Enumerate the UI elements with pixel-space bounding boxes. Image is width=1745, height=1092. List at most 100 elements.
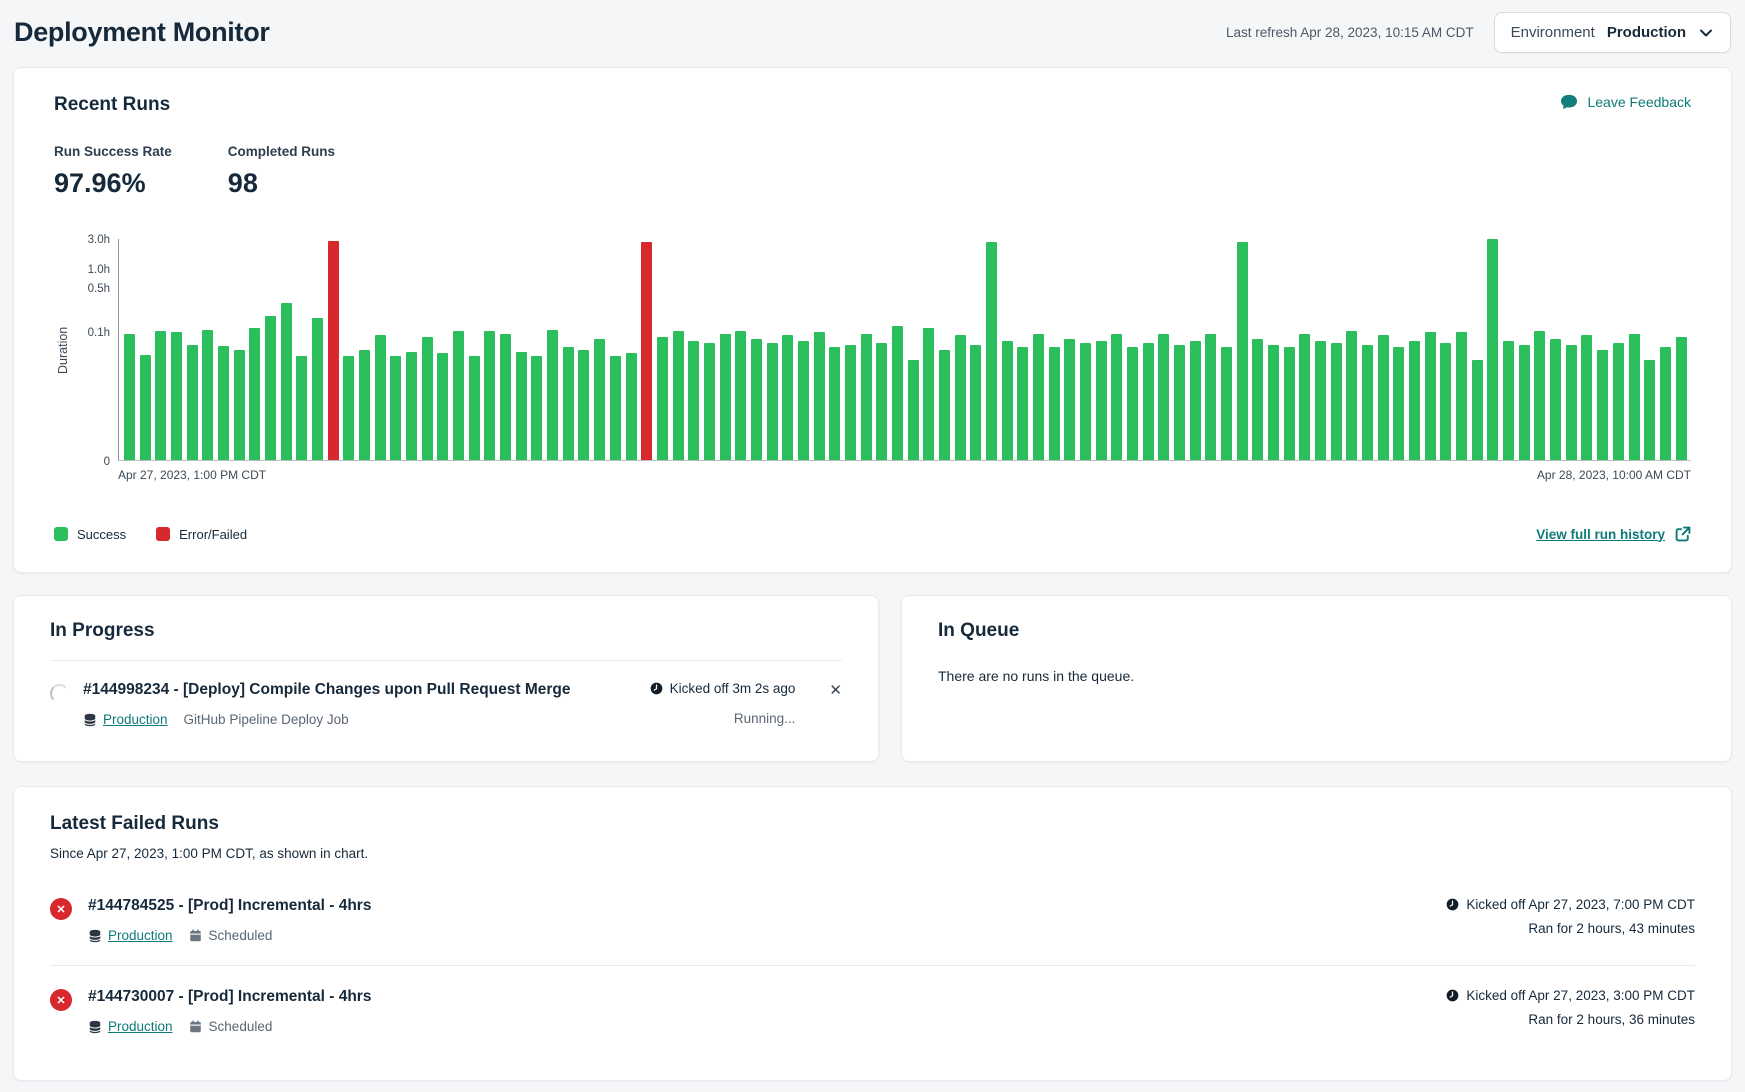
chart-bar-success[interactable] [1644,359,1656,460]
chart-bar-success[interactable] [1221,347,1233,460]
chart-bar-success[interactable] [954,335,966,460]
chart-bar-success[interactable] [202,329,214,460]
chart-bar-success[interactable] [656,337,668,460]
chart-bar-success[interactable] [1659,347,1671,460]
chart-bar-success[interactable] [782,335,794,460]
chart-bar-success[interactable] [719,333,731,460]
chart-bar-success[interactable] [484,331,496,460]
chart-bar-success[interactable] [1487,238,1499,460]
chart-bar-success[interactable] [1111,333,1123,460]
chart-bar-success[interactable] [233,349,245,460]
chart-bar-success[interactable] [1001,340,1013,460]
chart-bar-success[interactable] [1503,340,1515,460]
chart-bar-success[interactable] [374,335,386,460]
chart-bar-success[interactable] [985,241,997,460]
chart-bar-success[interactable] [813,332,825,460]
chart-bar-success[interactable] [296,356,308,460]
chart-bar-success[interactable] [1064,338,1076,460]
chart-bar-success[interactable] [437,352,449,460]
environment-dropdown[interactable]: Environment Production [1493,12,1731,53]
chart-bar-success[interactable] [688,340,700,460]
chart-bar-success[interactable] [139,354,151,460]
chart-bar-success[interactable] [938,349,950,460]
chart-bar-success[interactable] [672,331,684,460]
chart-bar-success[interactable] [1456,332,1468,460]
chart-bar-success[interactable] [923,328,935,460]
chart-bar-success[interactable] [1236,241,1248,460]
chart-bar-success[interactable] [891,326,903,460]
chart-bar-success[interactable] [1424,332,1436,460]
chart-bar-success[interactable] [359,349,371,460]
chart-bar-success[interactable] [829,347,841,460]
chart-bar-success[interactable] [531,356,543,460]
chart-bar-success[interactable] [390,356,402,460]
chart-bar-success[interactable] [1252,338,1264,460]
chart-bar-success[interactable] [1518,344,1530,460]
chart-bar-success[interactable] [766,342,778,460]
chart-bar-success[interactable] [218,345,230,460]
chart-bar-failed[interactable] [641,241,653,460]
chart-bar-success[interactable] [265,316,277,460]
chart-bar-success[interactable] [500,333,512,460]
chart-bar-success[interactable] [625,352,637,460]
chart-bar-success[interactable] [609,356,621,460]
chart-bar-success[interactable] [1268,344,1280,460]
chart-bar-success[interactable] [1315,340,1327,460]
chart-bar-success[interactable] [1189,340,1201,460]
chart-bar-success[interactable] [1565,344,1577,460]
chart-bar-success[interactable] [515,352,527,460]
chart-bar-success[interactable] [1095,340,1107,460]
chart-bar-success[interactable] [1628,333,1640,460]
chart-bar-success[interactable] [876,342,888,460]
chart-bar-success[interactable] [1142,342,1154,460]
chart-bar-success[interactable] [797,340,809,460]
environment-link[interactable]: Production [88,928,173,943]
chart-bar-success[interactable] [453,331,465,460]
chart-bar-success[interactable] [1675,337,1687,460]
chart-bar-success[interactable] [280,302,292,460]
chart-bar-success[interactable] [421,337,433,460]
chart-bar-success[interactable] [1440,342,1452,460]
chart-bar-success[interactable] [155,331,167,460]
chart-bar-success[interactable] [970,344,982,460]
chart-bar-success[interactable] [468,356,480,460]
chart-bar-success[interactable] [1597,349,1609,460]
chart-bar-success[interactable] [124,333,135,460]
chart-bar-success[interactable] [1017,347,1029,460]
chart-bar-success[interactable] [1330,342,1342,460]
chart-bar-success[interactable] [1612,342,1624,460]
chart-bar-success[interactable] [406,351,418,460]
chart-bar-success[interactable] [860,333,872,460]
close-icon[interactable]: ✕ [829,682,842,699]
chart-bar-success[interactable] [171,332,183,460]
chart-bar-success[interactable] [1283,347,1295,460]
chart-bar-success[interactable] [343,356,355,460]
chart-bar-success[interactable] [1471,359,1483,460]
chart-bar-success[interactable] [249,328,261,460]
view-full-run-history-link[interactable]: View full run history [1536,526,1691,542]
chart-bar-success[interactable] [1377,335,1389,460]
chart-bar-success[interactable] [312,318,324,460]
chart-bar-success[interactable] [1205,333,1217,460]
chart-bar-success[interactable] [703,342,715,460]
chart-bar-failed[interactable] [327,240,339,460]
chart-bar-success[interactable] [1032,333,1044,460]
chart-bar-success[interactable] [1550,338,1562,460]
chart-bar-success[interactable] [1346,331,1358,460]
chart-bar-success[interactable] [186,344,198,460]
chart-bar-success[interactable] [1362,344,1374,460]
chart-bar-success[interactable] [1409,340,1421,460]
chart-bar-success[interactable] [562,347,574,460]
chart-bar-success[interactable] [735,331,747,460]
environment-link[interactable]: Production [88,1019,173,1034]
chart-bar-success[interactable] [1158,333,1170,460]
chart-bar-success[interactable] [1581,335,1593,460]
chart-bar-success[interactable] [1079,342,1091,460]
chart-bar-success[interactable] [578,349,590,460]
leave-feedback-link[interactable]: Leave Feedback [1560,94,1691,110]
chart-bar-success[interactable] [1534,331,1546,460]
environment-link[interactable]: Production [83,712,168,727]
chart-bar-success[interactable] [1048,347,1060,460]
chart-bar-success[interactable] [907,359,919,460]
chart-bar-success[interactable] [547,329,559,460]
